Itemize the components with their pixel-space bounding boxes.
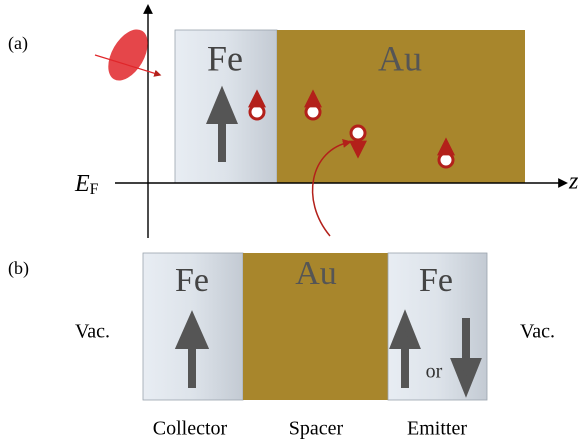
layer-label: Fe	[175, 262, 209, 299]
vacuum-label: Vac.	[520, 321, 555, 343]
axis-label: z	[568, 169, 579, 195]
fermi-symbol: E	[74, 171, 90, 197]
layer-label: Fe	[419, 262, 453, 299]
layer-label: Au	[378, 38, 422, 78]
fermi-subscript: F	[90, 181, 99, 198]
role-label: Emitter	[407, 418, 467, 440]
panel-label: (a)	[8, 33, 28, 54]
vacuum-label: Vac.	[75, 321, 110, 343]
laser-pulse	[95, 23, 160, 87]
layer-label: Fe	[207, 38, 243, 78]
panel-label: (b)	[8, 258, 29, 279]
diagram: (a) Fe Au EF z (b) Fe Au Fe Vac. Vac. or…	[0, 0, 583, 445]
or-label: or	[426, 361, 443, 383]
role-label: Spacer	[289, 418, 344, 440]
role-label: Collector	[153, 418, 228, 440]
layer-label: Au	[295, 255, 337, 292]
fermi-label: EF	[74, 171, 99, 198]
